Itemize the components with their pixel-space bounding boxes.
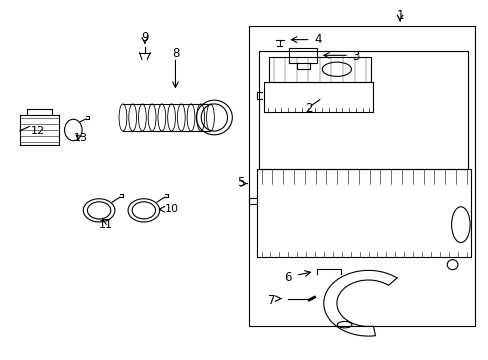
Text: 3: 3 — [352, 50, 359, 63]
Text: 5: 5 — [237, 176, 244, 189]
Text: 10: 10 — [164, 204, 178, 214]
Text: 6: 6 — [284, 271, 291, 284]
Text: 9: 9 — [141, 31, 148, 44]
Bar — [249, 26, 474, 327]
Text: 11: 11 — [99, 220, 113, 230]
Text: 7: 7 — [267, 294, 275, 307]
Text: 13: 13 — [74, 133, 88, 143]
Text: 1: 1 — [396, 9, 403, 22]
Text: 12: 12 — [30, 126, 44, 136]
Text: 4: 4 — [314, 33, 322, 46]
Bar — [259, 51, 467, 169]
Text: 2: 2 — [305, 102, 312, 115]
Text: 8: 8 — [171, 47, 179, 60]
